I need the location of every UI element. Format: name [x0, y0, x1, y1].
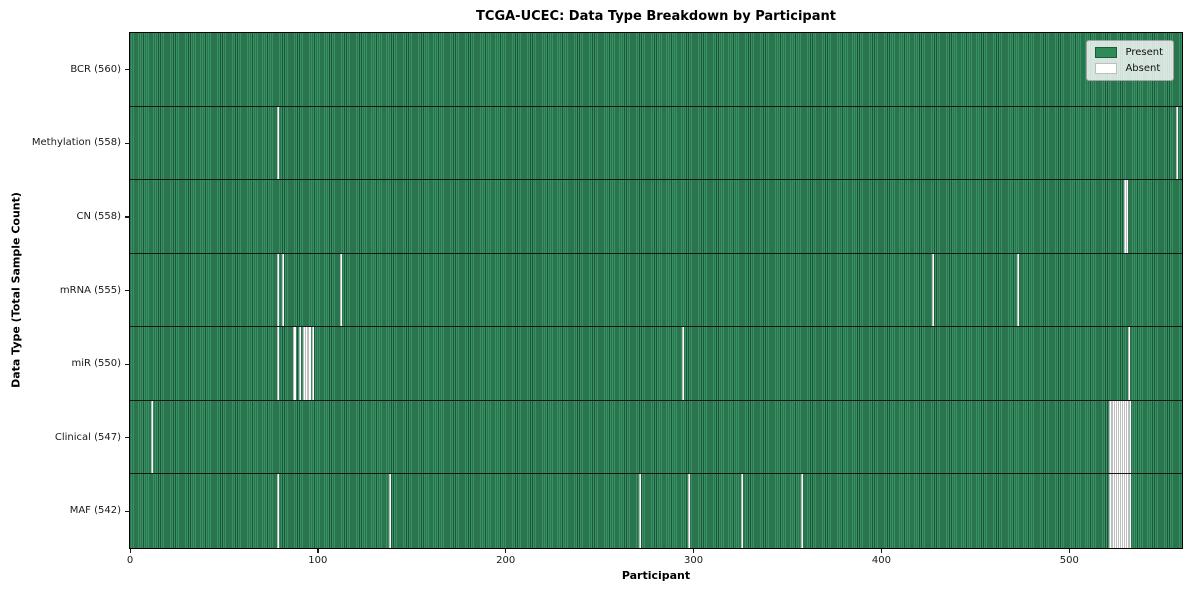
absent-cell [1123, 474, 1126, 548]
absent-cell [1120, 474, 1123, 548]
absent-cell [1112, 474, 1115, 548]
absent-cell [282, 253, 285, 327]
x-tick-mark [505, 549, 507, 553]
absent-cell [1123, 400, 1126, 474]
x-tick-label-300: 300 [684, 555, 704, 566]
y-tick-mark [125, 142, 129, 145]
absent-cell [1016, 253, 1019, 327]
y-tick-mark [125, 437, 129, 439]
heatmap-row-mrna [130, 253, 1182, 328]
x-axis-label: Participant [621, 569, 691, 582]
absent-cell [1108, 474, 1111, 548]
absent-cell [1121, 400, 1124, 474]
absent-cell [1176, 106, 1179, 180]
absent-cell [308, 327, 311, 400]
absent-cell [340, 253, 343, 327]
absent-cell [302, 327, 305, 400]
heatmap-row-cn [130, 180, 1182, 254]
x-tick-label-400: 400 [871, 555, 891, 566]
absent-cell [1129, 400, 1132, 474]
absent-cell [932, 253, 935, 327]
y-tick-label-clinical: Clinical (547) [54, 431, 121, 443]
absent-cell [1125, 474, 1128, 548]
x-tick-mark [880, 549, 883, 553]
absent-cell [150, 400, 153, 474]
y-tick-mark [125, 510, 129, 512]
absent-cell [1120, 400, 1123, 474]
x-tick-label-100: 100 [308, 555, 328, 566]
absent-cell [276, 474, 279, 548]
y-tick-label-cn: CN (558) [76, 210, 121, 222]
absent-cell [1114, 474, 1117, 548]
x-tick-mark [1068, 549, 1070, 553]
absent-cell [1129, 474, 1132, 548]
absent-cell [1123, 180, 1126, 253]
absent-cell [1114, 400, 1117, 474]
y-tick-label-bcr: BCR (560) [70, 63, 121, 75]
y-tick-mark [125, 290, 129, 292]
absent-cell [276, 106, 279, 180]
absent-cell [293, 327, 296, 400]
absent-cell [1127, 400, 1130, 474]
legend-swatch-absent-icon [1095, 63, 1118, 74]
absent-cell [1127, 474, 1130, 548]
y-tick-mark [125, 69, 129, 71]
y-tick-mark [125, 363, 129, 365]
y-tick-label-maf: MAF (542) [69, 505, 121, 517]
heatmap-row-maf [130, 474, 1182, 548]
absent-cell [639, 474, 642, 548]
y-tick-label-mir: miR (550) [71, 358, 121, 370]
heatmap-row-methylation [130, 106, 1182, 181]
absent-cell [687, 474, 690, 548]
x-tick-label-500: 500 [1059, 555, 1079, 566]
legend-label-present: Present [1125, 47, 1163, 58]
y-tick-label-methylation: Methylation (558) [31, 137, 121, 149]
absent-cell [1127, 327, 1130, 400]
absent-cell [1116, 474, 1119, 548]
x-tick-mark [317, 549, 319, 553]
y-tick-mark [125, 216, 129, 218]
absent-cell [306, 327, 309, 400]
y-tick-label-mrna: mRNA (555) [59, 284, 121, 296]
absent-cell [1116, 400, 1119, 474]
x-tick-label-0: 0 [126, 555, 134, 566]
absent-cell [1118, 474, 1121, 548]
absent-cell [800, 474, 803, 548]
x-tick-mark [693, 549, 695, 553]
legend: Present Absent [1086, 40, 1174, 81]
absent-cell [304, 327, 307, 400]
absent-cell [299, 327, 302, 400]
absent-cell [1110, 400, 1113, 474]
heatmap-row-clinical [130, 400, 1182, 475]
absent-cell [1118, 400, 1121, 474]
absent-cell [1112, 400, 1115, 474]
absent-cell [276, 253, 279, 327]
absent-cell [682, 327, 685, 400]
x-tick-mark [129, 549, 131, 553]
absent-cell [1121, 474, 1124, 548]
absent-cell [389, 474, 392, 548]
absent-cell [1108, 400, 1111, 474]
x-tick-label-200: 200 [496, 555, 516, 566]
legend-label-absent: Absent [1125, 63, 1161, 74]
legend-swatch-present-icon [1095, 47, 1118, 58]
plot-area: Present Absent [129, 32, 1183, 549]
heatmap-row-mir [130, 327, 1182, 401]
absent-cell [740, 474, 743, 548]
absent-cell [276, 327, 279, 400]
legend-item-absent: Absent [1095, 63, 1163, 74]
absent-cell [1125, 180, 1128, 253]
absent-cell [312, 327, 315, 400]
absent-cell [1125, 400, 1128, 474]
legend-item-present: Present [1095, 47, 1163, 58]
chart-title: TCGA-UCEC: Data Type Breakdown by Partic… [476, 9, 836, 24]
absent-cell [1110, 474, 1113, 548]
heatmap-row-bcr [130, 33, 1182, 107]
